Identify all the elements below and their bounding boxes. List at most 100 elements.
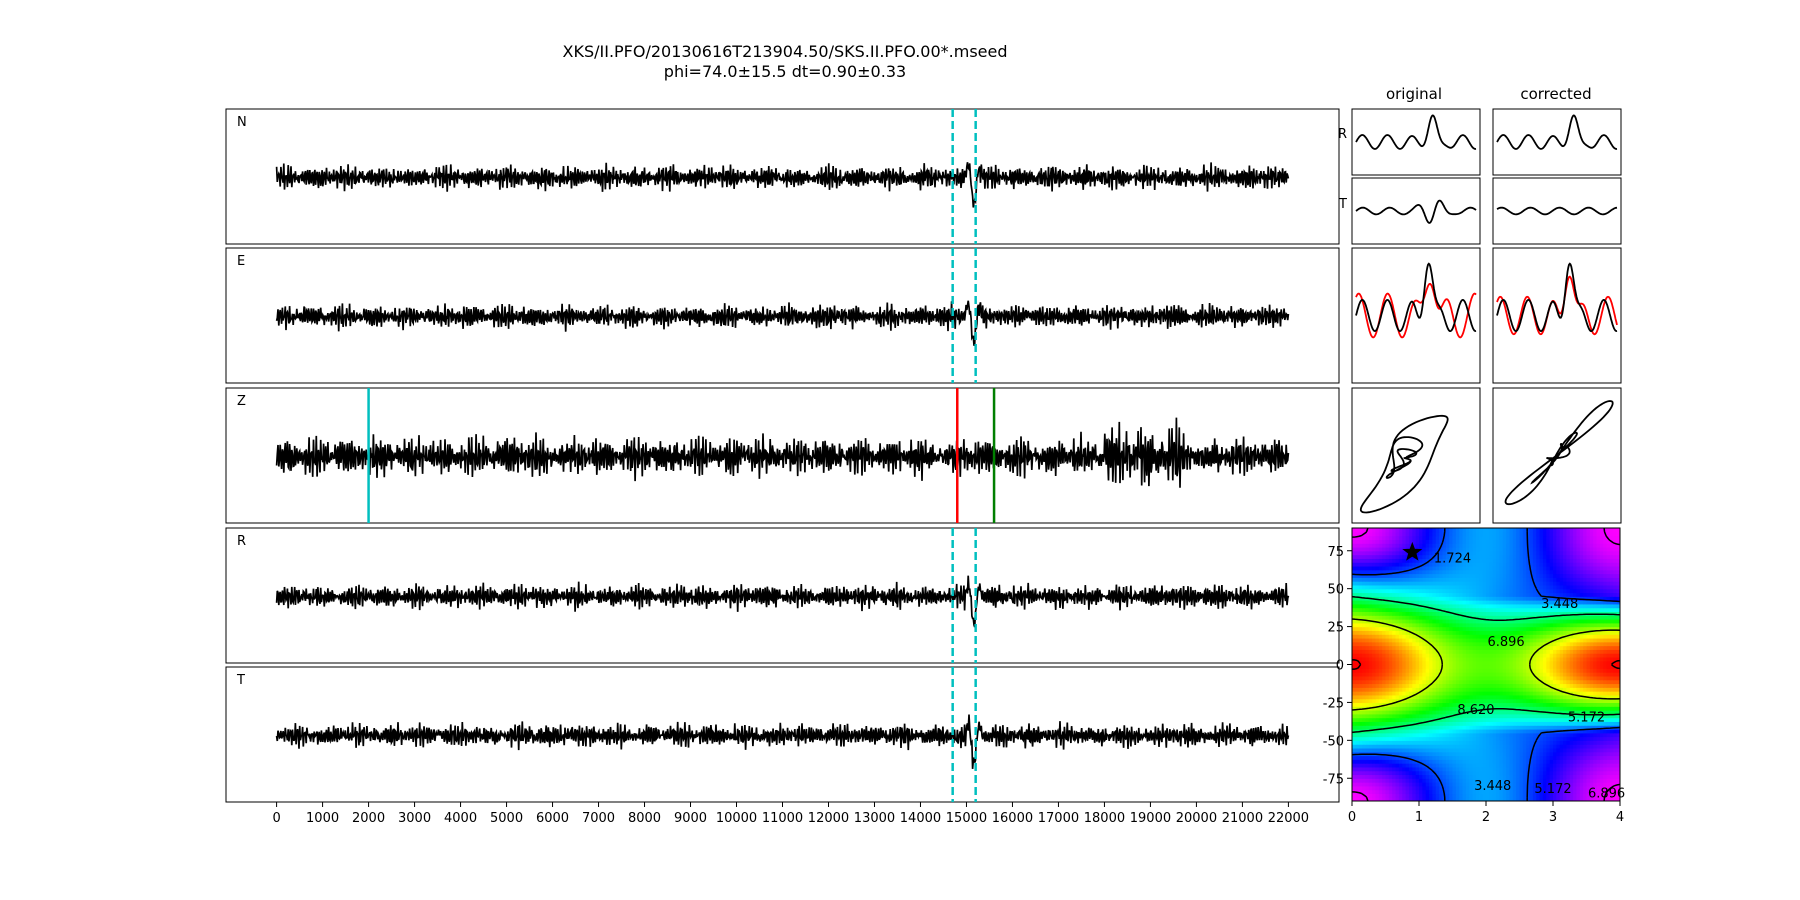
heat-cell [1358, 766, 1363, 772]
heat-cell [1549, 691, 1554, 696]
heat-cell [1603, 592, 1608, 597]
heat-cell [1459, 702, 1464, 707]
heat-cell [1415, 592, 1420, 597]
heat-cell [1556, 611, 1561, 616]
heat-cell [1609, 763, 1614, 768]
heat-cell [1553, 774, 1557, 779]
heat-cell [1445, 755, 1450, 760]
heat-cell [1526, 600, 1531, 605]
heat-cell [1553, 672, 1557, 677]
heat-cell [1563, 698, 1567, 704]
heat-cell [1563, 672, 1567, 677]
heat-cell [1609, 744, 1614, 749]
heat-cell [1532, 789, 1537, 795]
heat-cell [1522, 581, 1527, 586]
heat-cell [1499, 740, 1504, 745]
heat-cell [1616, 600, 1620, 605]
heat-cell [1372, 668, 1377, 673]
heat-cell [1392, 774, 1397, 779]
heat-cell [1603, 694, 1608, 700]
heat-cell [1616, 641, 1620, 647]
heat-cell [1579, 649, 1584, 654]
heat-cell [1512, 588, 1517, 594]
heat-cell [1563, 706, 1567, 711]
heat-cell [1472, 698, 1477, 704]
heat-cell [1402, 637, 1407, 643]
heat-cell [1385, 675, 1390, 681]
heat-cell [1388, 664, 1393, 669]
heat-cell [1425, 721, 1430, 726]
heat-cell [1549, 687, 1554, 692]
heat-cell [1529, 637, 1534, 643]
heat-cell [1405, 664, 1410, 669]
heat-cell [1499, 725, 1504, 730]
heat-cell [1616, 778, 1620, 783]
heat-cell [1415, 675, 1420, 681]
heat-cell [1352, 607, 1356, 613]
heat-cell [1405, 778, 1410, 783]
heat-cell [1496, 747, 1500, 753]
heat-cell [1576, 592, 1581, 597]
heat-cell [1596, 691, 1601, 696]
heat-cell [1398, 672, 1403, 677]
heat-cell [1616, 687, 1620, 692]
heat-cell [1526, 626, 1531, 631]
heat-cell [1559, 710, 1564, 715]
heat-cell [1519, 645, 1524, 650]
heat-cell [1412, 607, 1417, 613]
heat-cell [1579, 785, 1584, 791]
heat-cell [1469, 736, 1474, 741]
heat-cell [1579, 774, 1584, 779]
heat-cell [1579, 603, 1584, 609]
heat-cell [1472, 732, 1477, 738]
heat-cell [1583, 778, 1588, 783]
heat-cell [1596, 619, 1601, 624]
heat-cell [1368, 611, 1373, 616]
heat-cell [1516, 592, 1521, 597]
heat-cell [1365, 630, 1370, 635]
heat-cell [1382, 736, 1387, 741]
heat-cell [1596, 702, 1601, 707]
heat-cell [1576, 679, 1581, 685]
heat-cell [1576, 785, 1581, 791]
heat-cell [1412, 782, 1417, 787]
heat-cell [1372, 793, 1377, 798]
heat-cell [1398, 596, 1403, 601]
heat-cell [1419, 581, 1423, 586]
heat-cell [1576, 702, 1581, 707]
heat-cell [1479, 630, 1484, 635]
heat-cell [1392, 660, 1397, 666]
heat-cell [1609, 675, 1614, 681]
heat-cell [1372, 577, 1377, 582]
heat-cell [1542, 683, 1547, 688]
x-tick-label: 11000 [762, 811, 803, 826]
heat-cell [1408, 672, 1413, 677]
heat-cell [1352, 619, 1356, 624]
heat-cell [1502, 600, 1507, 605]
heat-cell [1439, 702, 1444, 707]
heat-cell [1526, 789, 1531, 795]
heat-cell [1609, 637, 1614, 643]
heat-cell [1586, 588, 1591, 594]
heat-cell [1469, 611, 1474, 616]
heat-cell [1475, 573, 1480, 578]
heat-cell [1368, 766, 1373, 772]
heat-cell [1532, 675, 1537, 681]
heat-cell [1593, 797, 1598, 801]
heat-cell [1576, 687, 1581, 692]
heat-cell [1613, 679, 1618, 685]
heat-cell [1479, 679, 1484, 685]
heat-cell [1606, 698, 1611, 704]
heat-cell [1489, 603, 1494, 609]
heat-cell [1613, 603, 1618, 609]
heat-cell [1589, 782, 1594, 787]
heat-cell [1415, 732, 1420, 738]
heat-cell [1385, 626, 1390, 631]
heat-cell [1553, 751, 1557, 757]
heat-cell [1599, 747, 1604, 753]
heat-cell [1492, 577, 1497, 582]
heat-cell [1603, 747, 1608, 753]
heat-cell [1449, 770, 1454, 776]
heat-cell [1388, 755, 1393, 760]
heat-cell [1609, 793, 1614, 798]
